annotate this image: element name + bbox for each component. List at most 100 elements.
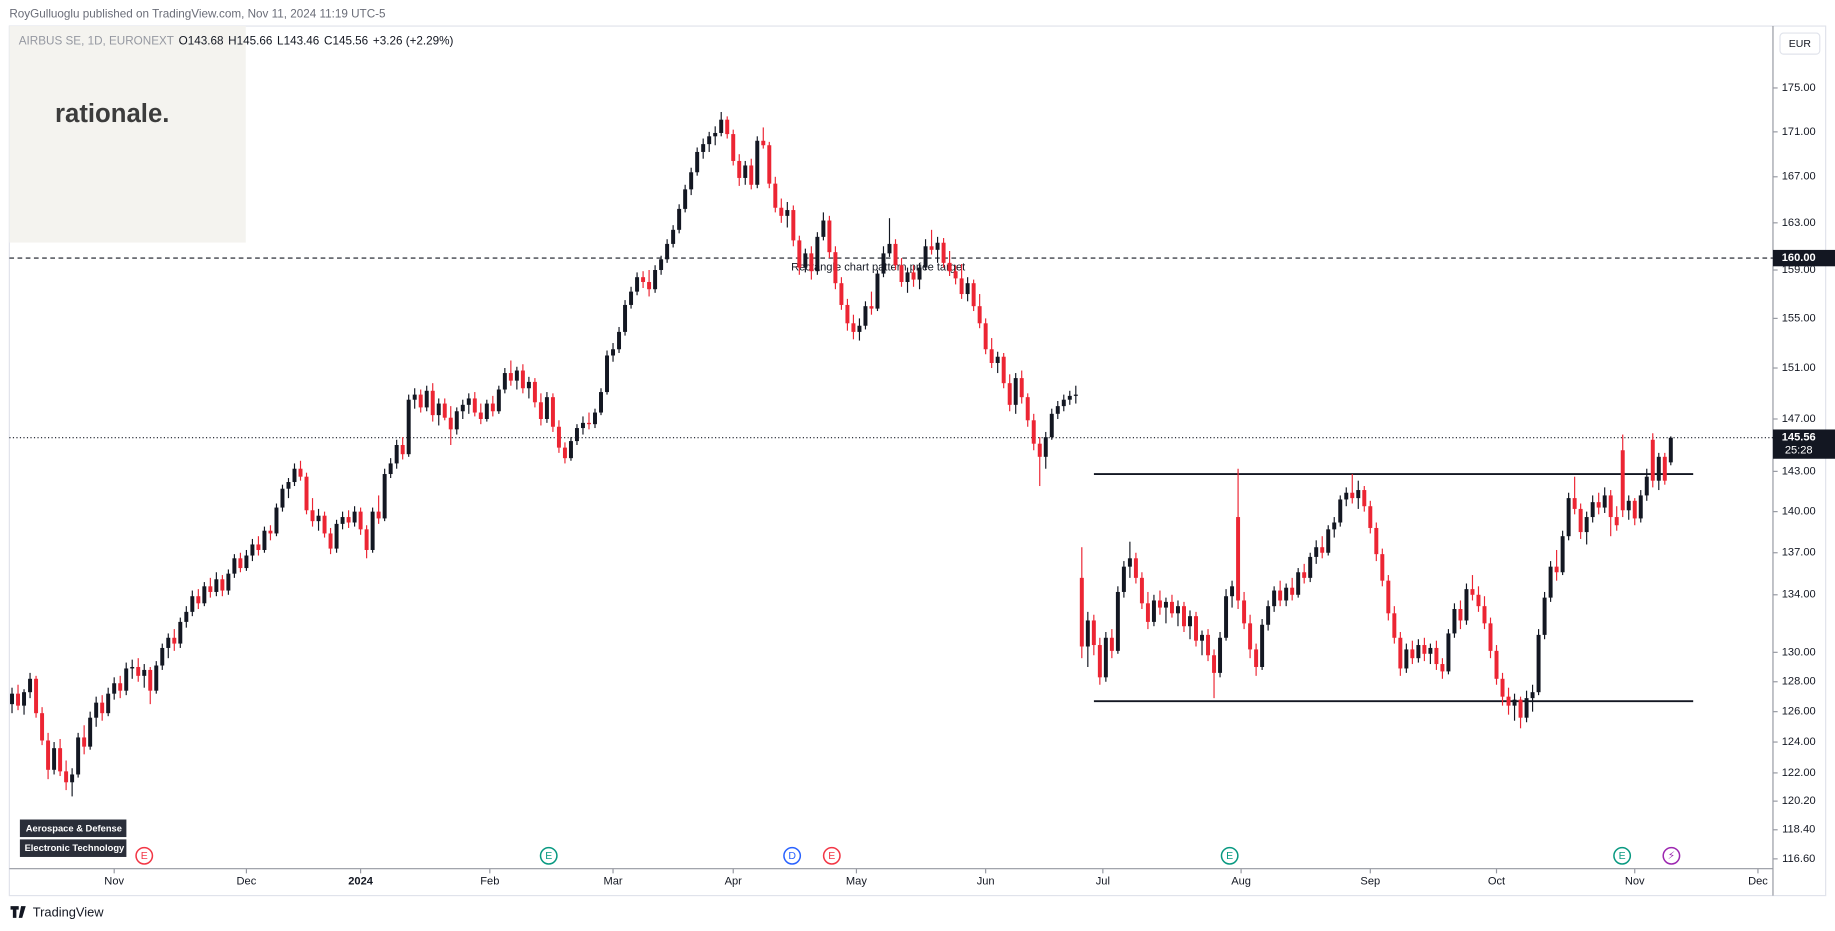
candle-body — [1488, 623, 1493, 651]
candle-body — [1001, 356, 1006, 384]
candle-body — [1470, 589, 1475, 595]
event-marker[interactable]: D — [783, 846, 802, 865]
candle-body — [94, 702, 99, 718]
candle-body — [16, 693, 21, 706]
last-price-box — [1772, 429, 1835, 459]
candle-body — [22, 692, 27, 706]
event-label[interactable]: D — [788, 850, 796, 862]
event-label[interactable]: E — [545, 850, 552, 862]
candle-body — [376, 511, 381, 519]
candle-body — [184, 611, 189, 622]
candle-body — [1452, 609, 1457, 634]
event-circle[interactable] — [1613, 846, 1632, 865]
currency-button[interactable] — [1779, 32, 1821, 55]
candle-body — [653, 270, 658, 290]
y-tick-label: 134.00 — [1782, 589, 1816, 601]
candle-body — [1536, 634, 1541, 693]
x-tick-label: 2024 — [348, 875, 374, 887]
candle-body — [322, 515, 327, 534]
event-circle[interactable] — [135, 846, 154, 865]
candle-body — [358, 511, 363, 530]
x-tick-label: Jul — [1096, 875, 1110, 887]
candle-body — [1344, 492, 1349, 500]
event-circle[interactable] — [783, 846, 802, 865]
candle-body — [178, 621, 183, 644]
event-circle[interactable] — [822, 846, 841, 865]
candle-body — [316, 515, 321, 522]
candle-body — [1416, 645, 1421, 659]
candle-body — [1151, 600, 1156, 622]
candle-body — [388, 463, 393, 475]
candle-body — [256, 544, 261, 550]
candle-body — [857, 325, 862, 332]
candle-body — [1578, 508, 1583, 533]
candle-body — [791, 210, 796, 241]
y-tick-label: 118.40 — [1782, 824, 1815, 836]
candle-body — [370, 511, 375, 550]
candle-body — [695, 151, 700, 173]
tv-icon — [10, 906, 26, 918]
y-tick-label: 120.20 — [1782, 795, 1816, 807]
candle-body — [671, 229, 676, 244]
candle-body — [172, 637, 177, 644]
candle-body — [34, 678, 39, 714]
event-marker[interactable]: E — [1220, 846, 1239, 865]
candle-body — [568, 441, 573, 459]
y-tick-label: 130.00 — [1782, 646, 1816, 658]
candle-body — [364, 529, 369, 550]
currency-label[interactable]: EUR — [1789, 38, 1812, 50]
candle-body — [292, 468, 297, 483]
candle-body — [100, 702, 105, 714]
candle-body — [1428, 647, 1433, 654]
candle-body — [677, 208, 682, 230]
y-tick-label: 128.00 — [1782, 676, 1816, 688]
candle-body — [1542, 597, 1547, 635]
event-label[interactable]: ⚡ — [1668, 850, 1675, 862]
candle-body — [1302, 572, 1307, 578]
candle-body — [310, 510, 315, 522]
event-marker[interactable]: E — [135, 846, 154, 865]
candle-body — [1212, 655, 1217, 673]
candle-body — [821, 220, 826, 237]
candle-body — [1157, 600, 1162, 608]
candle-body — [1260, 624, 1265, 667]
candle-body — [1272, 590, 1277, 607]
candle-body — [124, 668, 129, 691]
candle-body — [1031, 420, 1036, 444]
candle-body — [893, 243, 898, 266]
candle-body — [232, 558, 237, 574]
event-circle[interactable] — [539, 846, 558, 865]
event-label[interactable]: E — [1226, 850, 1233, 862]
candle-body — [1073, 394, 1078, 396]
event-marker[interactable]: E — [1613, 846, 1632, 865]
candle-body — [1175, 606, 1180, 614]
candle-body — [496, 389, 501, 412]
candle-body — [1374, 527, 1379, 555]
brand-logo: rationale. — [55, 100, 169, 128]
candle-body — [1169, 601, 1174, 614]
y-tick-label: 124.00 — [1782, 736, 1816, 748]
candle-body — [1338, 499, 1343, 523]
event-marker[interactable]: E — [539, 846, 558, 865]
event-label[interactable]: E — [141, 850, 148, 862]
candle-body — [160, 647, 165, 666]
candle-body — [1608, 495, 1613, 518]
candle-body — [989, 349, 994, 363]
event-circle[interactable] — [1662, 846, 1681, 865]
candle-body — [82, 737, 87, 747]
event-label[interactable]: E — [828, 850, 835, 862]
candle-body — [1121, 566, 1126, 592]
candle-body — [1554, 566, 1559, 573]
ohlc-key: O — [179, 34, 188, 47]
event-marker[interactable]: E — [822, 846, 841, 865]
event-marker[interactable]: ⚡ — [1662, 846, 1681, 865]
candle-body — [1194, 616, 1198, 641]
candle-body — [773, 183, 778, 208]
candle-body — [1602, 495, 1607, 508]
candle-body — [1133, 558, 1138, 578]
event-label[interactable]: E — [1619, 850, 1626, 862]
event-circle[interactable] — [1220, 846, 1239, 865]
candle-body — [58, 748, 63, 772]
y-tick-label: 122.00 — [1782, 767, 1816, 779]
